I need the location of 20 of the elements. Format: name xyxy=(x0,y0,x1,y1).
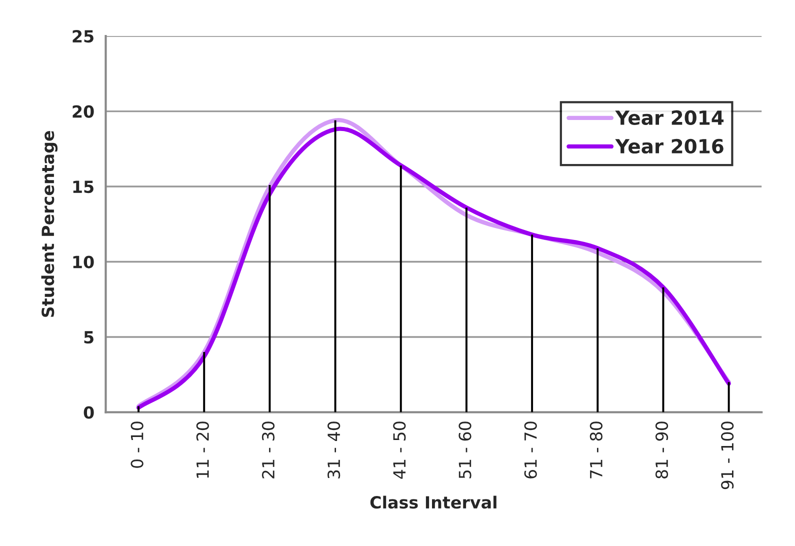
x-tick-label: 81 - 90 xyxy=(655,422,668,478)
y-tick-label: 0 xyxy=(84,406,94,419)
legend-label: Year 2014 xyxy=(615,110,724,126)
x-tick-label: 21 - 30 xyxy=(262,422,275,478)
y-tick-label: 20 xyxy=(72,105,94,118)
x-tick-label: 41 - 50 xyxy=(393,422,406,479)
x-tick-label: 0 - 10 xyxy=(130,422,144,468)
x-tick-label: 11 - 20 xyxy=(196,422,209,478)
y-tick-label: 5 xyxy=(84,331,94,344)
y-tick-label: 15 xyxy=(73,180,94,194)
y-axis-title: Student Percentage xyxy=(41,130,58,317)
x-tick-label: 71 - 80 xyxy=(590,422,602,478)
x-tick-label: 91 - 100 xyxy=(721,422,734,490)
x-tick-label: 31 - 40 xyxy=(328,422,340,478)
x-axis-title: Class Interval xyxy=(370,496,496,509)
x-tick-label: 51 - 60 xyxy=(458,422,472,478)
y-tick-label: 25 xyxy=(72,30,94,43)
y-tick-label: 10 xyxy=(73,256,94,268)
legend-label: Year 2016 xyxy=(615,138,724,154)
x-tick-label: 61 - 70 xyxy=(524,422,537,478)
